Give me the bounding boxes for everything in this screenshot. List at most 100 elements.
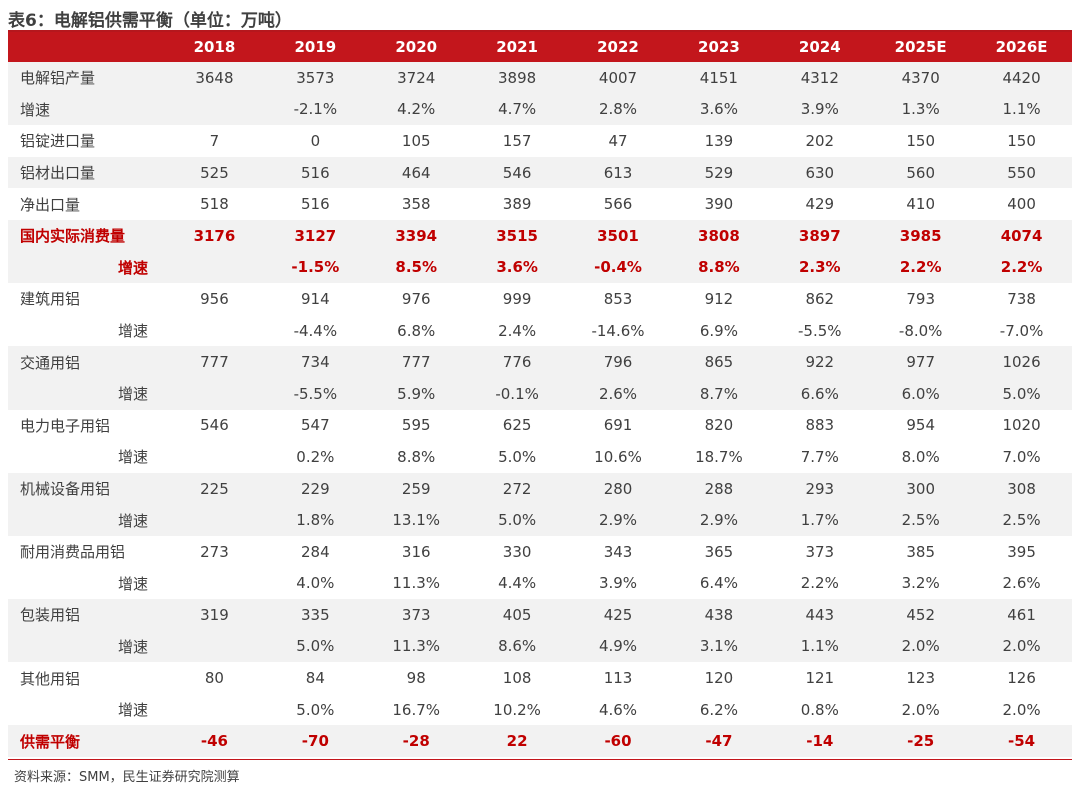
table-cell: 3573: [296, 68, 335, 87]
table-cell: -2.1%: [293, 100, 338, 119]
table-cell: 3176: [193, 226, 236, 245]
table-cell: 777: [401, 353, 431, 372]
table-cell: 625: [502, 416, 532, 435]
row-label: 增速: [118, 448, 149, 467]
table-cell: 3.6%: [496, 258, 538, 277]
table-row: 增速 -1.5% 8.5% 3.6% -0.4% 8.8% 2.3% 2.2% 2.2%: [8, 251, 1073, 284]
table-cell: 5.0%: [1002, 384, 1041, 403]
table-cell: 13.1%: [392, 511, 441, 530]
table-cell: -54: [1008, 732, 1036, 751]
table-cell: 16.7%: [392, 700, 441, 719]
table-row: 电解铝产量 3648 3573 3724 3898 4007 4151 4312 4370 442…: [8, 62, 1073, 94]
table-cell: 4.0%: [296, 574, 335, 593]
table-cell: 3.9%: [800, 100, 839, 119]
table-cell: 6.4%: [699, 574, 738, 593]
table-cell: 2.0%: [901, 637, 940, 656]
table-cell: 3648: [195, 68, 234, 87]
table-cell: 613: [603, 163, 633, 182]
table-cell: -4.4%: [293, 321, 338, 340]
row-label: 耐用消费品用铝: [20, 543, 126, 562]
table-cell: -70: [301, 732, 329, 751]
table-cell: 862: [805, 289, 835, 308]
row-label: 机械设备用铝: [20, 480, 111, 499]
table-cell: 595: [401, 416, 431, 435]
table-cell: 738: [1007, 289, 1036, 308]
table-cell: 280: [603, 479, 633, 498]
table-cell: 18.7%: [695, 447, 743, 466]
table-cell: 259: [401, 479, 431, 498]
table-cell: 691: [603, 416, 633, 435]
table-cell: 956: [200, 289, 229, 308]
table-cell: 5.9%: [397, 384, 436, 403]
table-cell: 365: [704, 542, 734, 561]
row-label: 增速: [118, 385, 149, 404]
table-cell: [164, 631, 265, 663]
row-label: 铝锭进口量: [20, 132, 96, 151]
table-cell: 4151: [699, 68, 738, 87]
table-cell: 3127: [294, 226, 337, 245]
table-cell: 2.0%: [1002, 700, 1041, 719]
table-cell: [164, 441, 265, 473]
row-label: 净出口量: [20, 195, 81, 214]
table-cell: 3515: [496, 226, 538, 245]
table-cell: 3985: [899, 226, 942, 245]
table-cell: 2.9%: [598, 511, 638, 530]
table-cell: 123: [906, 669, 935, 688]
table-cell: 4.7%: [498, 100, 537, 119]
header-year: 2024: [769, 32, 871, 62]
table-cell: 330: [502, 542, 532, 561]
table-cell: 777: [200, 353, 229, 372]
table-row: 电力电子用铝 546 547 595 625 691 820 883 954 1020: [8, 410, 1072, 442]
table-cell: 443: [805, 605, 835, 624]
table-cell: 8.5%: [395, 258, 438, 277]
table-cell: 6.6%: [800, 384, 839, 403]
table-cell: 1.1%: [800, 637, 839, 656]
table-cell: 2.6%: [1002, 574, 1041, 593]
table-cell: 630: [805, 163, 835, 182]
table-cell: 5.0%: [296, 700, 335, 719]
table-cell: 734: [301, 353, 330, 372]
table-cell: 47: [608, 131, 628, 150]
table-cell: 126: [1007, 669, 1036, 688]
table-cell: 8.0%: [901, 447, 940, 466]
table-cell: 4.6%: [598, 700, 638, 719]
table-cell: 6.0%: [901, 384, 940, 403]
row-label: 增速: [118, 258, 149, 277]
table-cell: 300: [906, 479, 935, 498]
row-label: 增速: [118, 574, 149, 593]
table-cell: -60: [604, 732, 632, 751]
table-cell: 8.8%: [698, 258, 740, 277]
table-cell: [164, 694, 265, 726]
table-cell: 3501: [597, 226, 639, 245]
bottom-divider: [8, 759, 1072, 760]
table-cell: 273: [200, 542, 229, 561]
table-row: 增速 5.0% 11.3% 8.6% 4.9% 3.1% 1.1% 2.0% 2.0%: [8, 630, 1073, 663]
table-cell: 2.8%: [598, 100, 638, 119]
table-cell: 518: [200, 195, 229, 214]
table-cell: 10.2%: [493, 700, 541, 719]
table-cell: 11.3%: [392, 637, 441, 656]
table-cell: 853: [603, 289, 633, 308]
table-cell: 373: [805, 542, 835, 561]
table-cell: 820: [704, 416, 734, 435]
table-row: 铝锭进口量 7 0 105 157 47 139 202 150 150: [8, 125, 1072, 157]
table-cell: 776: [502, 353, 532, 372]
table-cell: 516: [301, 163, 330, 182]
table-cell: 516: [301, 195, 330, 214]
table-cell: 2.2%: [1000, 258, 1043, 277]
table-cell: 2.3%: [798, 258, 841, 277]
table-cell: 1.8%: [296, 511, 335, 530]
table-row: 供需平衡 -46 -70 -28 22 -60 -47 -14 -25 -54: [8, 725, 1073, 758]
row-label: 交通用铝: [20, 353, 81, 372]
table-cell: 1026: [1002, 353, 1041, 372]
row-label: 电力电子用铝: [20, 416, 111, 435]
table-cell: -8.0%: [898, 321, 943, 340]
table-cell: 550: [1007, 163, 1036, 182]
table-cell: 293: [805, 479, 835, 498]
table-cell: 566: [603, 195, 633, 214]
table-cell: 6.2%: [699, 700, 738, 719]
header-year: 2025E: [870, 32, 972, 62]
source-note: 资料来源：SMM，民生证券研究院测算: [14, 770, 240, 785]
table-cell: -14: [806, 732, 834, 751]
table-cell: [164, 252, 265, 284]
